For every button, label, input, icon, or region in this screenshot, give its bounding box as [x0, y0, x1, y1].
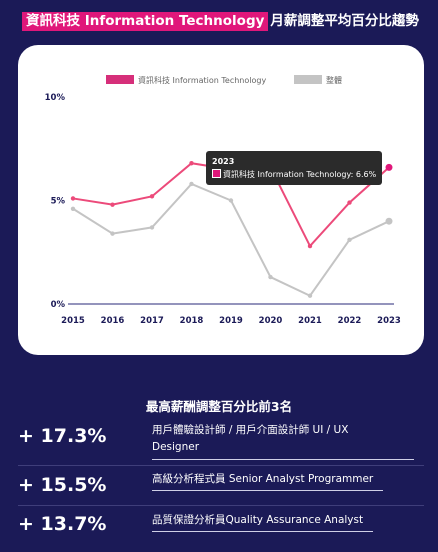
ranking-job-line1: 高級分析程式員 Senior Analyst Programmer — [152, 473, 374, 485]
ranking-job: 高級分析程式員 Senior Analyst Programmer — [152, 471, 373, 488]
data-point — [189, 161, 194, 166]
tooltip-label: 資訊科技 Information Technology: 6.6% — [223, 170, 377, 179]
tooltip-row: 資訊科技 Information Technology: 6.6% — [212, 168, 376, 181]
ranking-job: 品質保證分析員Quality Assurance Analyst — [152, 512, 363, 529]
data-point — [149, 194, 155, 199]
tooltip-title: 2023 — [212, 157, 235, 166]
ranking-underline — [152, 490, 383, 491]
data-point — [307, 293, 313, 298]
ranking-percent: + 15.5% — [18, 474, 107, 496]
chart-tooltip: 2023 資訊科技 Information Technology: 6.6% — [206, 151, 383, 185]
x-tick-label: 2020 — [259, 316, 283, 326]
data-point — [110, 202, 115, 207]
ranking-row-1: + 17.3% 用戶體驗設計師 / 用戶介面設計師 UI / UX Design… — [0, 422, 438, 462]
x-tick-label: 2018 — [180, 316, 204, 326]
ranking-title: 最高薪酬調整百分比前3名 — [145, 399, 293, 414]
legend-swatch — [294, 75, 322, 84]
data-point — [110, 231, 115, 236]
title-highlight: 資訊科技 Information Technology — [22, 12, 269, 31]
ranking-underline — [152, 459, 414, 460]
data-point — [189, 181, 194, 187]
ranking-job-line1: 品質保證分析員Quality Assurance Analyst — [152, 514, 364, 526]
x-tick-label: 2021 — [298, 316, 322, 326]
ranking-job: 用戶體驗設計師 / 用戶介面設計師 UI / UX Designer — [152, 422, 348, 456]
ranking-underline — [152, 531, 373, 532]
row-divider — [18, 505, 424, 506]
legend-label: 整體 — [326, 75, 342, 85]
data-point — [268, 274, 273, 280]
row-divider — [18, 465, 424, 466]
legend-label: 資訊科技 Information Technology — [138, 75, 266, 85]
data-point — [70, 196, 76, 201]
title-rest: 月薪調整平均百分比趨勢 — [270, 13, 419, 29]
y-tick-label: 5% — [51, 197, 66, 207]
data-point — [347, 237, 352, 243]
y-tick-label: 10% — [45, 93, 66, 103]
ranking-job-line2: Designer — [152, 441, 200, 453]
data-point — [70, 206, 76, 211]
chart-card: 資訊科技 Information Technology 整體 0% 5% 10% 2015… — [18, 45, 424, 355]
tooltip-swatch — [212, 169, 221, 178]
ranking-row-2: + 15.5% 高級分析程式員 Senior Analyst Programme… — [0, 471, 438, 511]
ranking-job-line1: 用戶體驗設計師 / 用戶介面設計師 UI / UX — [152, 424, 349, 436]
data-point — [385, 217, 393, 225]
data-point — [228, 198, 234, 203]
x-tick-label: 2022 — [338, 316, 362, 326]
ranking-percent: + 13.7% — [18, 513, 107, 535]
data-point — [385, 163, 393, 171]
x-tick-label: 2015 — [61, 316, 85, 326]
x-tick-label: 2019 — [219, 316, 243, 326]
data-point — [307, 243, 313, 249]
x-tick-label: 2017 — [140, 316, 164, 326]
page-title: 資訊科技 Information Technology 月薪調整平均百分比趨勢 — [22, 9, 432, 31]
legend-swatch — [106, 75, 134, 84]
ranking-row-3: + 13.7% 品質保證分析員Quality Assurance Analyst — [0, 510, 438, 550]
data-point — [149, 225, 155, 230]
ranking-percent: + 17.3% — [18, 425, 107, 447]
y-tick-label: 0% — [51, 300, 66, 310]
x-tick-label: 2023 — [377, 316, 401, 326]
x-tick-label: 2016 — [101, 316, 125, 326]
line-chart: 資訊科技 Information Technology 整體 0% 5% 10% 2015… — [45, 75, 401, 326]
data-point — [347, 200, 352, 205]
